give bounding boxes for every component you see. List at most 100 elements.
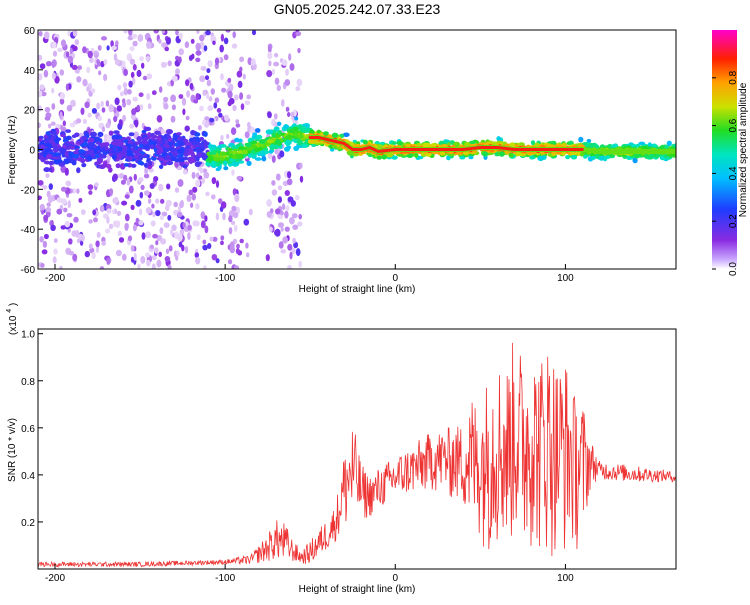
- spectrogram-cell: [60, 39, 67, 47]
- spectrogram-cell: [237, 80, 243, 88]
- spectrogram-cell: [89, 247, 95, 254]
- spectrogram-cell: [161, 61, 167, 68]
- spectrogram-cell: [80, 209, 86, 215]
- spectrogram-cell: [250, 127, 256, 135]
- spectrogram-cell: [234, 194, 240, 203]
- spectrogram-cell: [95, 141, 101, 145]
- spectrogram-cell: [43, 137, 50, 143]
- spectrogram-cell: [195, 50, 202, 56]
- spectrogram-cell: [47, 123, 52, 129]
- spectrogram-cell: [214, 97, 220, 103]
- colorbar-tick-label: 0.8: [728, 70, 739, 84]
- spectrogram-cell: [246, 94, 251, 100]
- spectrogram-cell: [151, 255, 157, 260]
- spectrogram-cell: [190, 138, 197, 145]
- spectrogram-cell: [267, 111, 272, 119]
- spectrogram-cell: [67, 55, 74, 64]
- spectrogram-cell: [96, 102, 101, 110]
- spectrogram-cell: [200, 211, 206, 220]
- spectrogram-cell: [469, 140, 477, 144]
- spectrogram-cell: [225, 151, 230, 156]
- spectrogram-cell: [38, 122, 41, 129]
- spectrogram-cell: [76, 118, 82, 124]
- spectrogram-cell: [246, 252, 250, 258]
- spectrogram-cell: [291, 248, 296, 254]
- spectrogram-cell: [177, 140, 183, 146]
- spectrogram-cell: [232, 104, 237, 112]
- spectrogram-cell: [51, 61, 55, 68]
- spectrogram-cell: [132, 96, 138, 102]
- spectrogram-cell: [159, 215, 164, 221]
- spectrogram-cell: [191, 193, 196, 201]
- spectrogram-cell: [347, 151, 354, 156]
- spectrogram-cell: [210, 88, 215, 95]
- spectrogram-cell: [175, 30, 179, 36]
- spectrogram-cell: [105, 100, 110, 107]
- spectrogram-cell: [42, 240, 48, 248]
- spectrogram-cell: [59, 92, 66, 100]
- spectrogram-cell: [130, 204, 135, 210]
- spectrogram-cell: [239, 92, 244, 100]
- spectrogram-cell: [179, 152, 184, 158]
- spectrogram-cell: [64, 151, 69, 157]
- spectrogram-cell: [160, 198, 165, 204]
- spectrogram-cell: [331, 132, 339, 138]
- spectrogram-cell: [116, 105, 123, 112]
- spectrogram-cell: [286, 178, 293, 186]
- spectrogram-cell: [38, 90, 43, 98]
- spectrogram-cell: [218, 112, 223, 118]
- spectrogram-cell: [118, 140, 123, 146]
- spectrogram-cell: [165, 37, 171, 45]
- spectrogram-cell: [234, 137, 240, 143]
- spectrogram-cell: [238, 146, 245, 151]
- spectrogram-cell: [245, 242, 249, 249]
- spectrogram-cell: [184, 125, 190, 132]
- spectrogram-cell: [193, 99, 199, 104]
- spectrogram-cell: [146, 41, 152, 49]
- spectrogram-cell: [90, 131, 97, 137]
- spectrogram-cell: [45, 154, 53, 159]
- spectrogram-cell: [206, 68, 211, 74]
- spectrogram-cell: [224, 114, 229, 122]
- spectrogram-cell: [235, 248, 240, 255]
- x-tick-label: 100: [557, 273, 574, 284]
- spectrogram-cell: [279, 150, 285, 158]
- spectrogram-cell: [59, 265, 63, 269]
- spectrogram-cell: [275, 208, 281, 215]
- spectrogram-cell: [108, 223, 114, 230]
- spectrogram-cell: [145, 207, 152, 214]
- spectrogram-cell: [160, 161, 168, 166]
- spectrogram-cell: [297, 221, 303, 227]
- spectrogram-cell: [250, 140, 258, 145]
- spectrogram-cell: [199, 75, 206, 83]
- spectrogram-cell: [88, 219, 93, 224]
- spectrogram-cell: [271, 68, 275, 76]
- spectrogram-cell: [139, 104, 144, 111]
- spectrogram-cell: [482, 151, 489, 157]
- spectrogram-cell: [195, 93, 200, 101]
- spectrogram-cell: [144, 126, 152, 132]
- spectrogram-cell: [386, 152, 393, 158]
- spectrogram-cell: [276, 84, 281, 92]
- spectrogram-cell: [56, 159, 63, 164]
- spectrogram-cell: [287, 243, 293, 251]
- spectrogram-cell: [228, 259, 233, 265]
- spectrogram-cell: [156, 115, 163, 123]
- spectrogram-cell: [565, 155, 571, 160]
- spectrogram-cell: [604, 155, 611, 159]
- spectrogram-cell: [292, 224, 299, 230]
- spectrogram-cell: [175, 145, 181, 150]
- spectrogram-cell: [60, 198, 67, 205]
- spectrogram-cell: [123, 30, 128, 34]
- spectrogram-cell: [235, 123, 241, 128]
- spectrogram-cell: [87, 142, 95, 148]
- spectrogram-cell: [51, 41, 57, 49]
- spectrogram-cell: [172, 134, 177, 139]
- spectrogram-cell: [150, 220, 156, 227]
- spectrogram-cell: [274, 229, 280, 236]
- spectrogram-cell: [529, 154, 535, 160]
- spectrogram-cell: [52, 50, 58, 57]
- figure-title: GN05.2025.242.07.33.E23: [274, 1, 441, 17]
- spectrogram-cell: [42, 185, 48, 190]
- spectrogram-cell: [108, 167, 113, 173]
